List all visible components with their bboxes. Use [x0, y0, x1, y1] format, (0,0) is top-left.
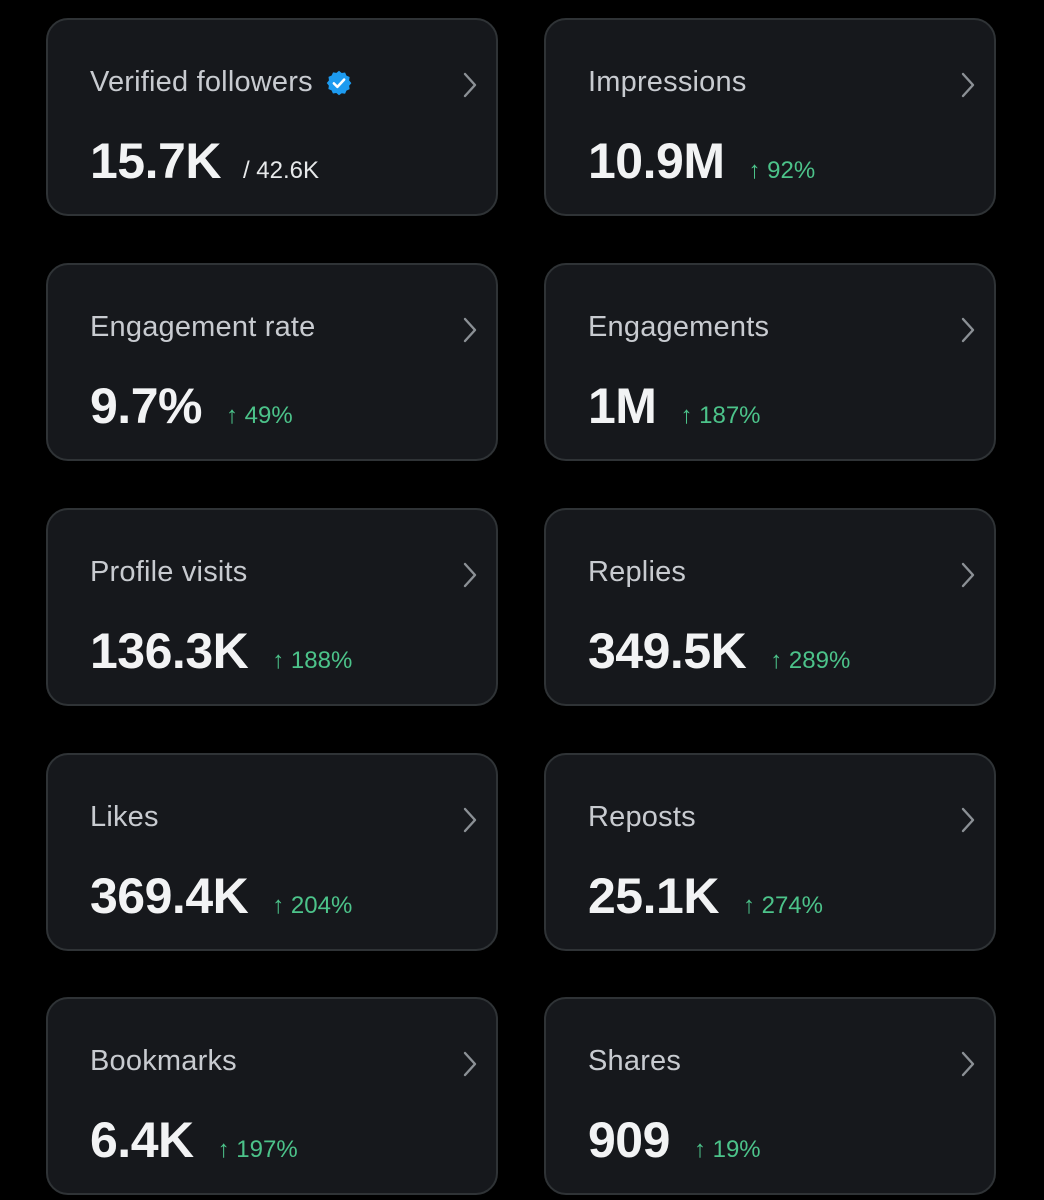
card-title: Verified followers [90, 66, 353, 99]
metric-change: ↑ 188% [272, 647, 353, 674]
metric-change: ↑ 19% [693, 1136, 761, 1163]
chevron-right-icon [463, 72, 477, 98]
metric-value: 10.9M [588, 133, 725, 189]
card-shares[interactable]: Shares 909 ↑ 19% [544, 997, 996, 1195]
chevron-right-icon [961, 807, 975, 833]
metric-value: 25.1K [588, 868, 719, 924]
metric-change: ↑ 289% [770, 647, 851, 674]
card-title: Impressions [588, 66, 747, 98]
card-replies[interactable]: Replies 349.5K ↑ 289% [544, 508, 996, 706]
chevron-right-icon [961, 1051, 975, 1077]
metric-change: ↑ 49% [225, 402, 293, 429]
metric-change: ↑ 92% [748, 157, 816, 184]
metric-row: 909 ↑ 19% [588, 1111, 761, 1169]
chevron-right-icon [961, 317, 975, 343]
card-title: Reposts [588, 801, 696, 833]
metric-value: 369.4K [90, 868, 249, 924]
card-title: Replies [588, 556, 687, 588]
metric-value: 349.5K [588, 623, 747, 679]
metric-row: 6.4K ↑ 197% [90, 1111, 298, 1169]
card-title: Engagements [588, 311, 770, 343]
verified-badge-icon [326, 70, 352, 95]
card-likes[interactable]: Likes 369.4K ↑ 204% [46, 753, 498, 951]
chevron-right-icon [463, 317, 477, 343]
metric-total: / 42.6K [242, 157, 319, 184]
card-title: Bookmarks [90, 1045, 237, 1077]
card-title: Engagement rate [90, 311, 316, 343]
card-title: Shares [588, 1045, 682, 1077]
chevron-right-icon [463, 562, 477, 588]
metric-row: 9.7% ↑ 49% [90, 377, 293, 435]
card-title: Likes [90, 801, 159, 833]
metric-row: 15.7K / 42.6K [90, 132, 319, 190]
metric-change: ↑ 187% [680, 402, 761, 429]
metric-change: ↑ 274% [742, 892, 823, 919]
chevron-right-icon [961, 562, 975, 588]
chevron-right-icon [463, 807, 477, 833]
metric-row: 349.5K ↑ 289% [588, 622, 850, 680]
card-profile-visits[interactable]: Profile visits 136.3K ↑ 188% [46, 508, 498, 706]
metric-change: ↑ 197% [217, 1136, 298, 1163]
card-engagement-rate[interactable]: Engagement rate 9.7% ↑ 49% [46, 263, 498, 461]
card-reposts[interactable]: Reposts 25.1K ↑ 274% [544, 753, 996, 951]
card-verified-followers[interactable]: Verified followers 15.7K / 42.6K [46, 18, 498, 216]
card-title: Profile visits [90, 556, 248, 588]
chevron-right-icon [463, 1051, 477, 1077]
card-engagements[interactable]: Engagements 1M ↑ 187% [544, 263, 996, 461]
metric-row: 10.9M ↑ 92% [588, 132, 815, 190]
card-impressions[interactable]: Impressions 10.9M ↑ 92% [544, 18, 996, 216]
metric-change: ↑ 204% [272, 892, 353, 919]
metric-row: 136.3K ↑ 188% [90, 622, 352, 680]
metric-value: 1M [588, 378, 657, 434]
metric-value: 15.7K [90, 133, 221, 189]
metric-value: 6.4K [90, 1112, 194, 1168]
metric-row: 25.1K ↑ 274% [588, 867, 823, 925]
metric-row: 1M ↑ 187% [588, 377, 761, 435]
metric-value: 136.3K [90, 623, 249, 679]
metric-row: 369.4K ↑ 204% [90, 867, 352, 925]
chevron-right-icon [961, 72, 975, 98]
card-bookmarks[interactable]: Bookmarks 6.4K ↑ 197% [46, 997, 498, 1195]
metric-value: 9.7% [90, 378, 202, 434]
card-title-text: Verified followers [90, 66, 313, 98]
metric-value: 909 [588, 1112, 670, 1168]
